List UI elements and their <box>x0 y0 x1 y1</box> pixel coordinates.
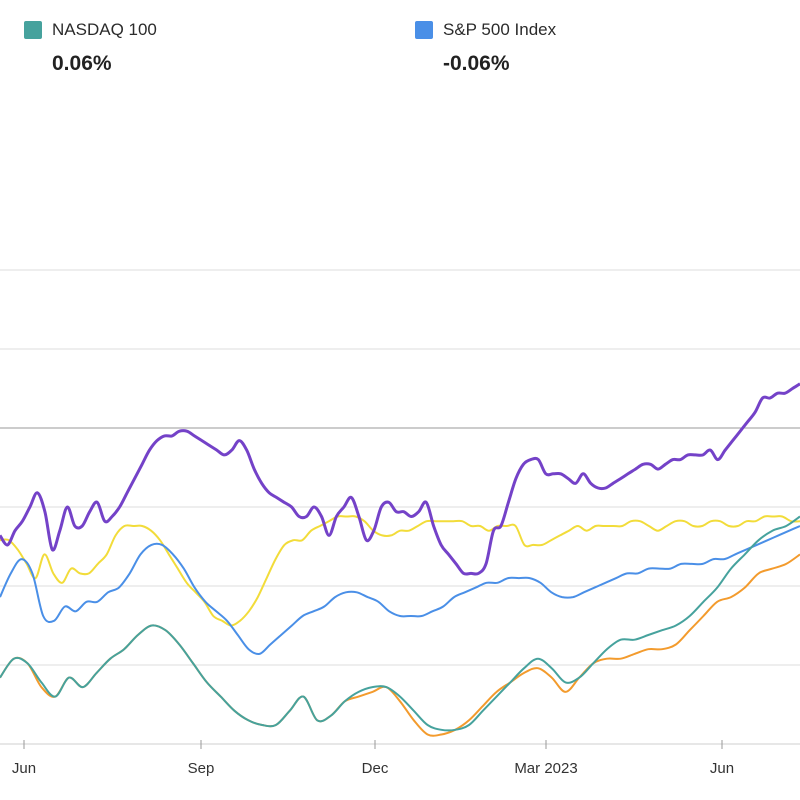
series-line-2 <box>0 525 800 656</box>
series-line-0 <box>0 382 800 576</box>
x-axis: Jun Sep Dec Mar 2023 Jun <box>0 740 800 777</box>
series-line-1 <box>0 515 800 627</box>
legend-value-nasdaq: 0.06% <box>52 52 112 75</box>
series-line-4 <box>0 553 800 737</box>
chart-legend: NASDAQ 100 0.06% S&P 500 Index -0.06% <box>0 20 800 90</box>
legend-label-nasdaq: NASDAQ 100 <box>52 20 157 39</box>
x-tick-label: Sep <box>188 760 215 777</box>
series-line-3 <box>0 515 800 732</box>
legend-item-sp500[interactable]: S&P 500 Index -0.06% <box>415 20 556 76</box>
x-tick-label: Jun <box>710 760 734 777</box>
legend-item-nasdaq[interactable]: NASDAQ 100 0.06% <box>24 20 157 76</box>
legend-value-sp500: -0.06% <box>443 52 510 75</box>
gridlines <box>0 269 800 666</box>
nasdaq-swatch <box>24 21 42 39</box>
series-lines <box>0 382 800 737</box>
legend-label-sp500: S&P 500 Index <box>443 20 557 39</box>
sp500-swatch <box>415 21 433 39</box>
x-tick-label: Jun <box>12 760 36 777</box>
x-tick-label: Mar 2023 <box>514 760 577 777</box>
x-tick-label: Dec <box>362 760 389 777</box>
